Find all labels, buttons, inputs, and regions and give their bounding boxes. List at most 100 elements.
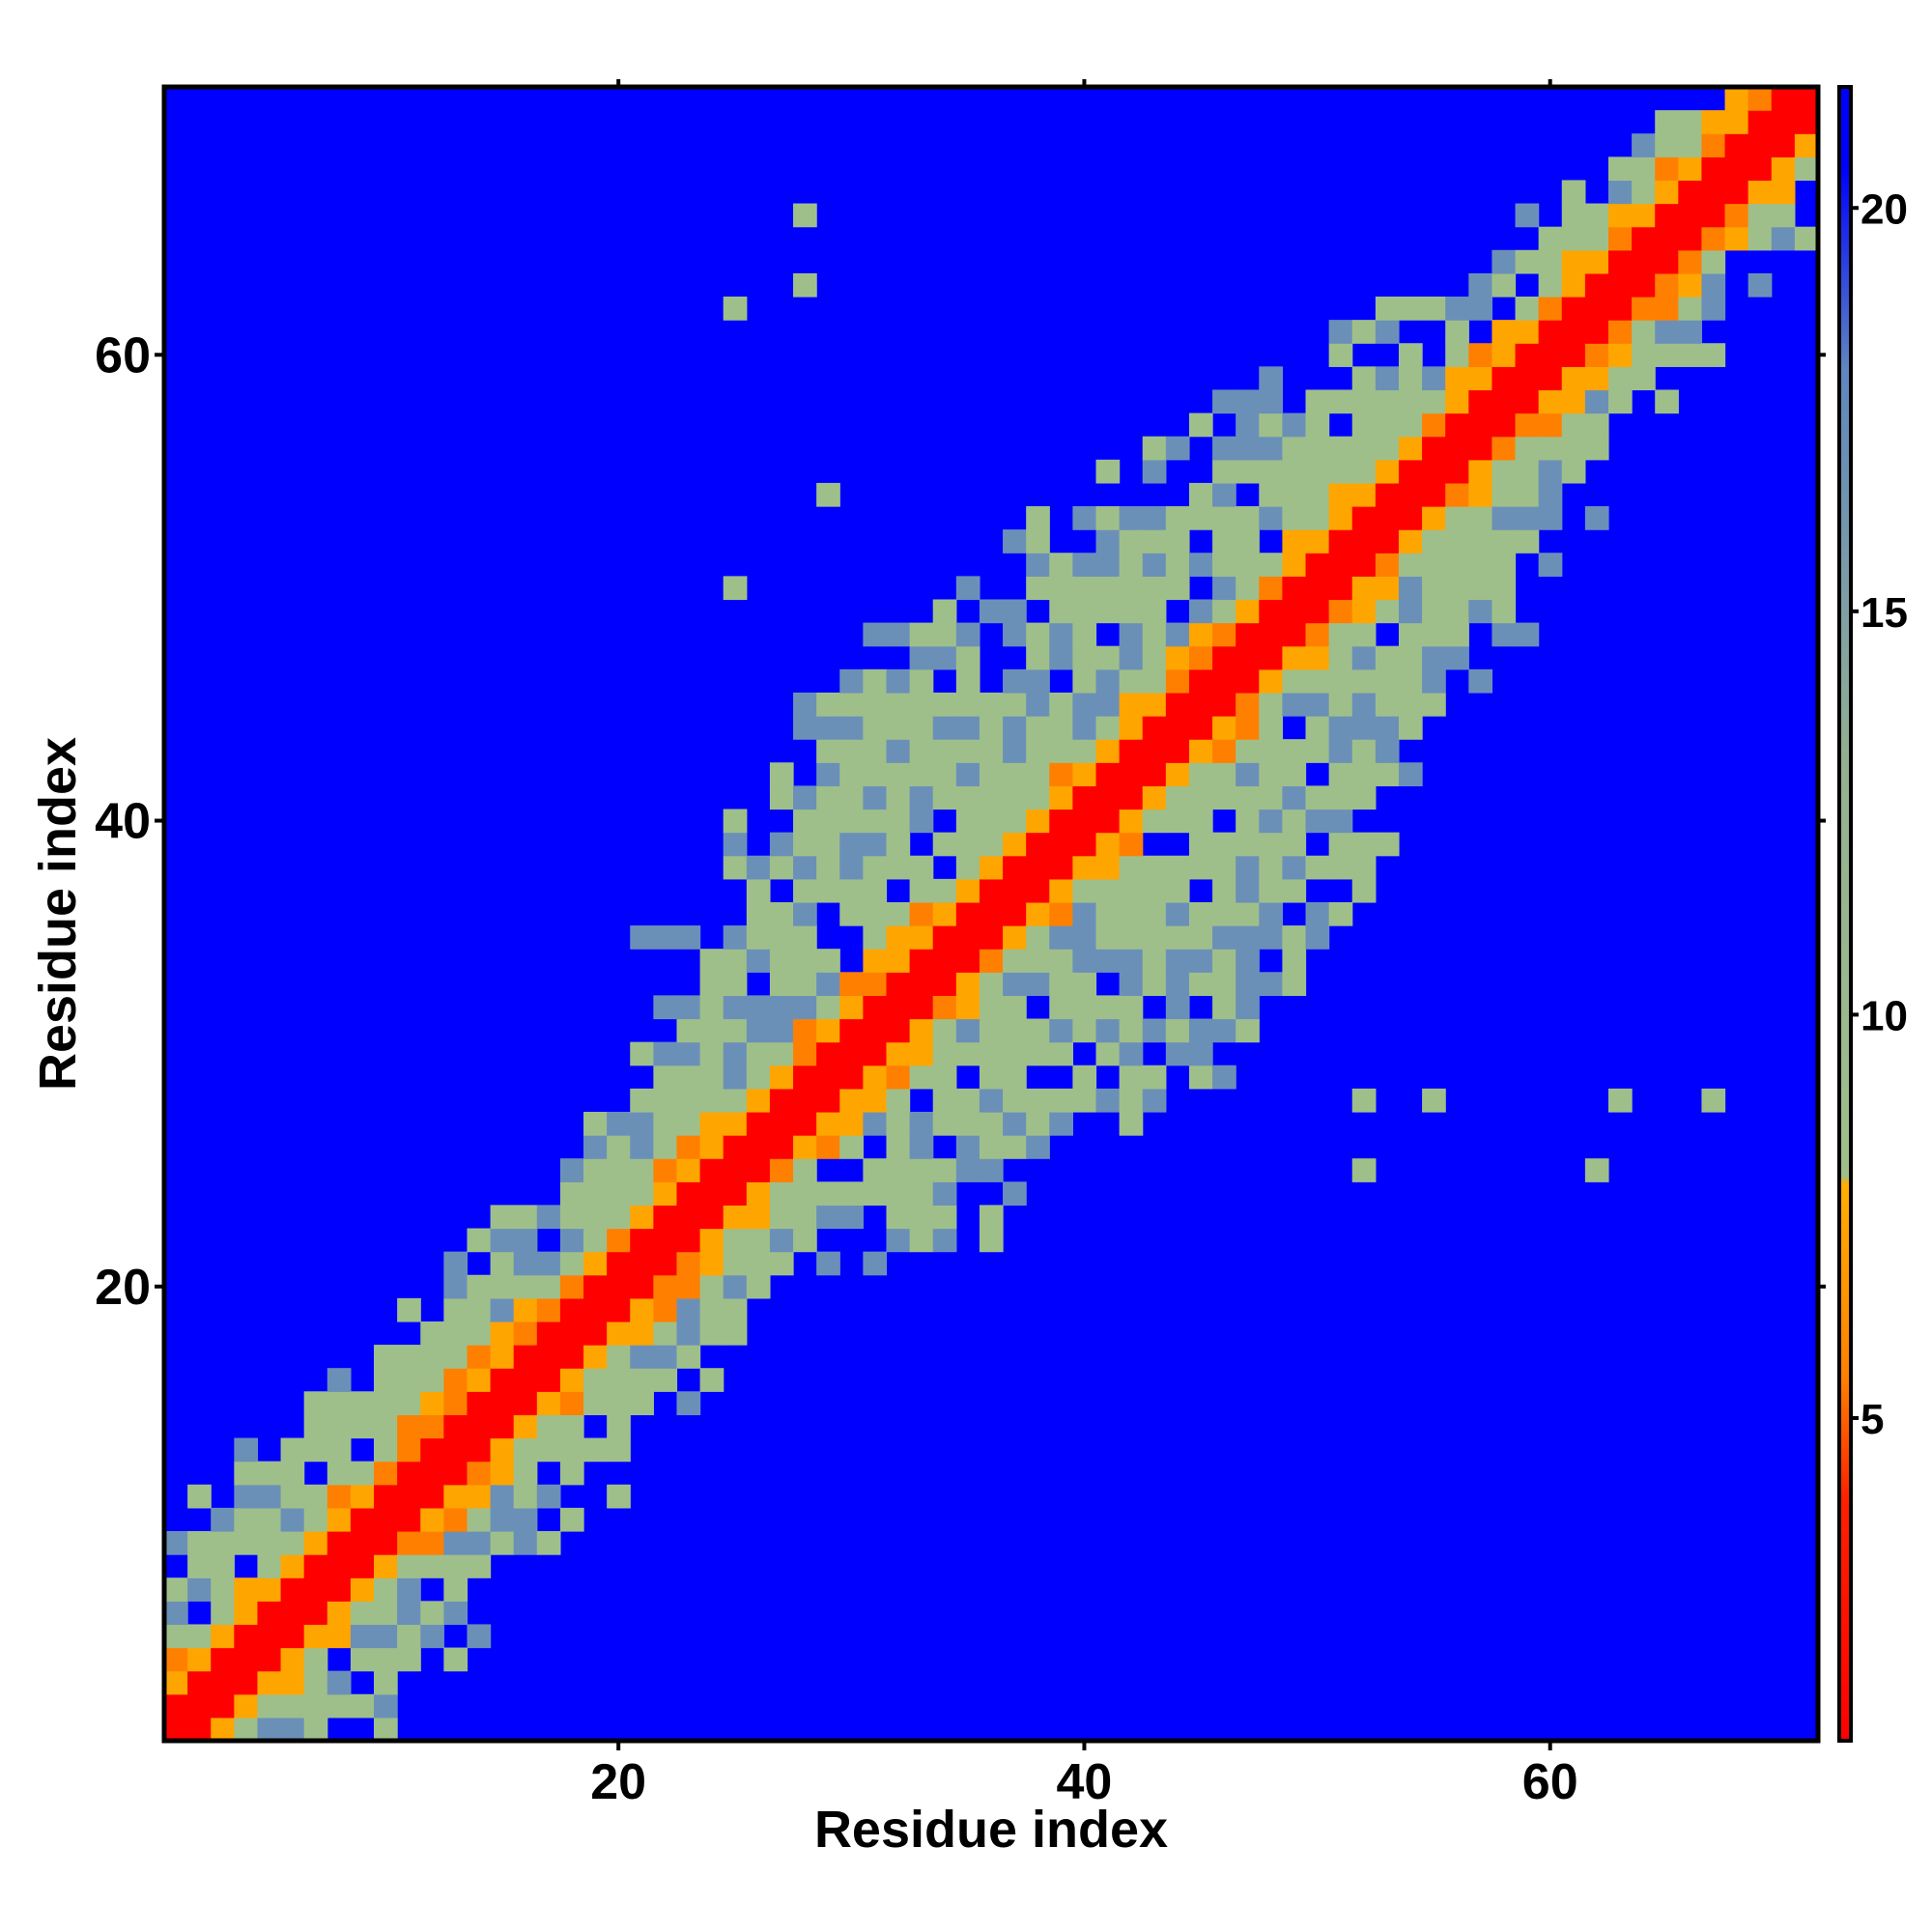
- heatmap-cell: [1538, 436, 1563, 461]
- heatmap-cell: [1212, 692, 1236, 717]
- heatmap-cell: [630, 1181, 654, 1207]
- heatmap-cell: [746, 901, 771, 926]
- heatmap-cell: [1142, 622, 1167, 647]
- heatmap-cell: [955, 878, 980, 903]
- heatmap-cell: [630, 1251, 654, 1276]
- heatmap-cell: [1236, 436, 1260, 461]
- heatmap-cell: [886, 995, 911, 1020]
- heatmap-cell: [816, 739, 840, 763]
- heatmap-cell: [1282, 878, 1307, 903]
- heatmap-cell: [1375, 716, 1400, 740]
- heatmap-cell: [467, 1414, 492, 1439]
- heatmap-cell: [374, 1624, 398, 1649]
- heatmap-cell: [1328, 855, 1353, 880]
- heatmap-cell: [490, 1228, 515, 1253]
- heatmap-cell: [909, 972, 934, 996]
- heatmap-cell: [1328, 459, 1353, 484]
- heatmap-cell: [1003, 599, 1027, 624]
- heatmap-cell: [1561, 389, 1586, 414]
- heatmap-cell: [863, 1088, 888, 1113]
- heatmap-cell: [420, 1601, 444, 1626]
- heatmap-cell: [699, 995, 724, 1020]
- heatmap-cell: [490, 1414, 515, 1439]
- heatmap-cell: [1165, 622, 1190, 647]
- heatmap-cell: [909, 855, 934, 880]
- heatmap-cell: [1072, 878, 1097, 903]
- heatmap-cell: [1305, 459, 1330, 484]
- heatmap-cell: [839, 1135, 864, 1159]
- heatmap-cell: [1398, 506, 1423, 530]
- heatmap-cell: [1375, 529, 1400, 554]
- colorbar-ticks: 5 10 15 20: [1851, 185, 1908, 1443]
- heatmap-cell: [1398, 622, 1423, 647]
- heatmap-cell: [886, 855, 911, 880]
- heatmap-cell: [257, 1670, 282, 1695]
- heatmap-cell: [979, 832, 1004, 857]
- heatmap-cell: [1282, 949, 1307, 973]
- heatmap-cell: [793, 203, 817, 228]
- heatmap-cell: [839, 1065, 864, 1090]
- heatmap-cell: [1515, 482, 1540, 507]
- heatmap-cell: [1212, 436, 1236, 461]
- heatmap-cell: [1375, 645, 1400, 670]
- heatmap-cell: [886, 972, 911, 996]
- heatmap-cell: [723, 576, 748, 601]
- heatmap-cell: [955, 762, 980, 786]
- heatmap-cell: [1515, 529, 1540, 554]
- heatmap-cell: [257, 1530, 282, 1555]
- heatmap-cell: [1165, 529, 1190, 554]
- heatmap-cell: [1655, 156, 1679, 182]
- heatmap-cell: [1026, 949, 1050, 973]
- heatmap-cell: [443, 1647, 469, 1672]
- heatmap-cell: [583, 1368, 608, 1392]
- heatmap-cell: [280, 1507, 305, 1532]
- heatmap-cell: [1398, 482, 1423, 507]
- heatmap-cell: [1422, 645, 1446, 670]
- heatmap-cell: [653, 1251, 678, 1276]
- heatmap-cell: [932, 832, 957, 857]
- heatmap-cell: [909, 995, 934, 1020]
- heatmap-cell: [350, 1647, 375, 1672]
- heatmap-cell: [630, 1088, 654, 1113]
- heatmap-cell: [1375, 459, 1400, 484]
- x-tick-label: 40: [1057, 1754, 1113, 1810]
- heatmap-cell: [559, 1368, 584, 1392]
- heatmap-cell: [443, 1530, 469, 1555]
- heatmap-cell: [1165, 855, 1190, 880]
- heatmap-cell: [1328, 762, 1353, 786]
- heatmap-cell: [583, 1274, 608, 1299]
- heatmap-cell: [1072, 716, 1097, 740]
- heatmap-cell: [1607, 272, 1633, 298]
- heatmap-cell: [699, 1181, 724, 1207]
- heatmap-cell: [1119, 809, 1144, 834]
- heatmap-cell: [863, 995, 888, 1020]
- heatmap-cell: [1026, 855, 1050, 880]
- heatmap-cell: [513, 1461, 538, 1486]
- heatmap-cell: [1328, 692, 1353, 717]
- heatmap-cell: [816, 716, 840, 740]
- heatmap-cell: [327, 1601, 352, 1626]
- heatmap-cell: [1561, 412, 1586, 438]
- heatmap-cell: [1794, 156, 1819, 182]
- heatmap-cell: [513, 1507, 538, 1532]
- heatmap-cell: [955, 855, 980, 880]
- heatmap-cell: [1655, 203, 1679, 228]
- heatmap-cell: [1095, 1088, 1121, 1113]
- heatmap-cell: [536, 1345, 561, 1369]
- heatmap-cell: [1212, 949, 1236, 973]
- heatmap-cell: [676, 1391, 701, 1416]
- heatmap-cell: [1026, 762, 1050, 786]
- heatmap-cell: [1188, 668, 1213, 694]
- heatmap-cell: [793, 1111, 817, 1136]
- heatmap-cell: [863, 622, 888, 647]
- y-axis-ticks: 20 40 60: [95, 327, 1826, 1316]
- heatmap-cell: [909, 1158, 934, 1182]
- heatmap-cell: [932, 645, 957, 670]
- heatmap-cell: [1515, 389, 1540, 414]
- heatmap-cell: [769, 1111, 794, 1136]
- heatmap-cell: [187, 1554, 212, 1578]
- heatmap-cell: [955, 925, 980, 950]
- heatmap-cell: [1445, 366, 1469, 391]
- heatmap-cell: [443, 1577, 469, 1602]
- heatmap-cell: [1445, 436, 1469, 461]
